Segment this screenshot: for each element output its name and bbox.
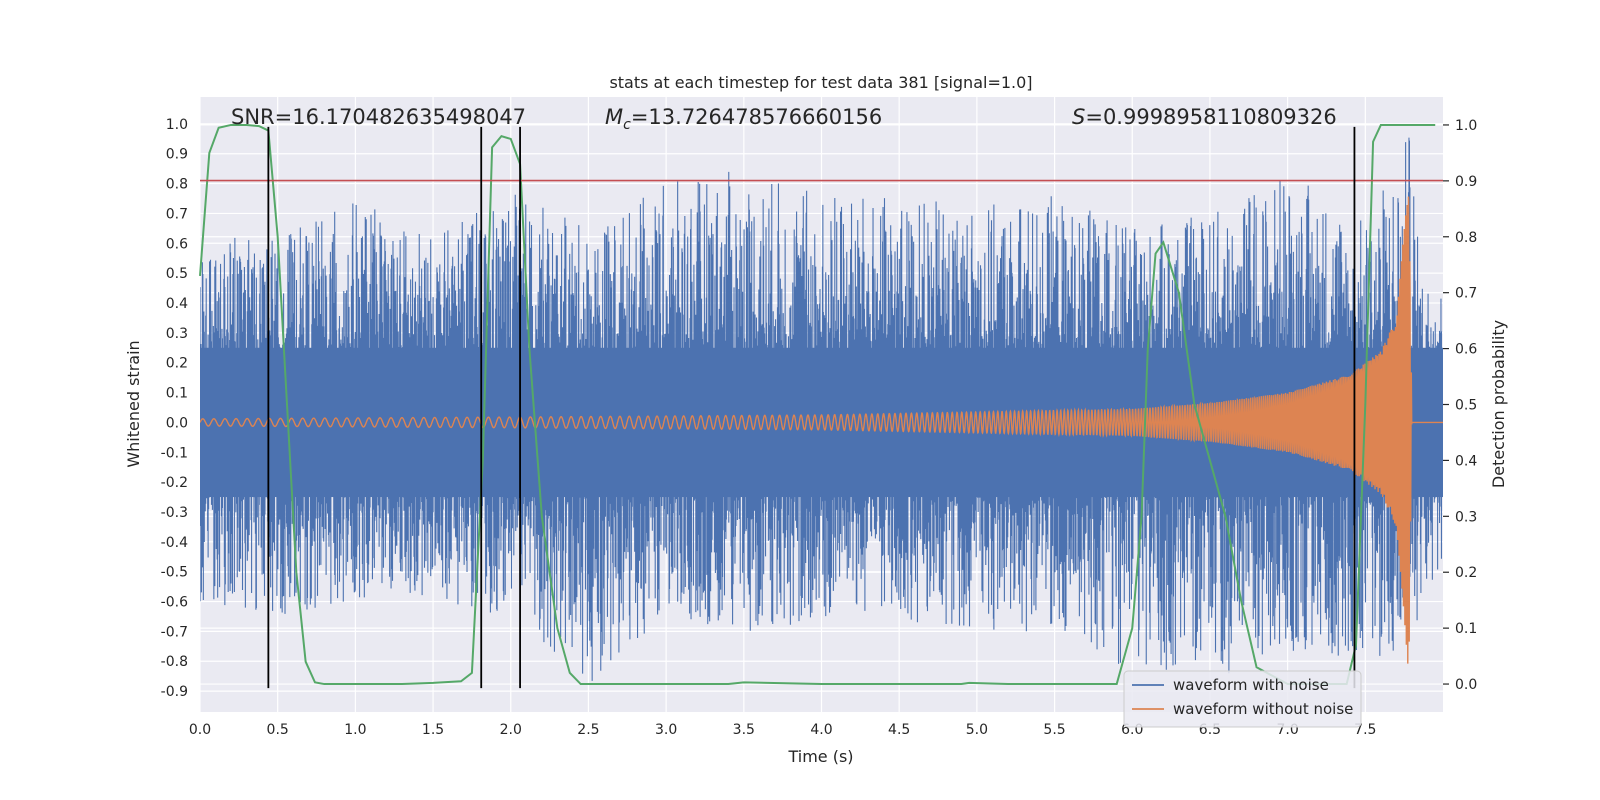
noise-waveform bbox=[200, 137, 1443, 681]
chirp-mass-annotation: Mc=13.726478576660156 bbox=[605, 105, 882, 133]
y2-tick-label: 0.7 bbox=[1455, 286, 1477, 302]
x-tick-label: 2.5 bbox=[577, 722, 599, 738]
y-tick-label: 0.2 bbox=[166, 356, 188, 372]
probability-line-group bbox=[199, 123, 1436, 686]
chirp-mass-value: =13.726478576660156 bbox=[631, 105, 882, 129]
y2-tick-label: 0.6 bbox=[1455, 342, 1477, 358]
y2-tick-label: 0.0 bbox=[1455, 677, 1477, 693]
x-tick-label: 5.5 bbox=[1043, 722, 1065, 738]
legend-label-noise: waveform with noise bbox=[1173, 676, 1329, 694]
y2-tick-label: 0.9 bbox=[1455, 174, 1477, 190]
y-tick-label: 1.0 bbox=[166, 117, 188, 133]
x-tick-label: 1.5 bbox=[422, 722, 444, 738]
s-symbol: S bbox=[1072, 105, 1085, 129]
y-tick-label: 0.4 bbox=[166, 296, 188, 312]
y-tick-label: -0.8 bbox=[161, 654, 188, 670]
y-tick-label: -0.1 bbox=[161, 445, 188, 461]
y-tick-label: 0.7 bbox=[166, 206, 188, 222]
y-tick-label: 0.9 bbox=[166, 147, 188, 163]
x-tick-label: 0.0 bbox=[189, 722, 211, 738]
y2-tick-label: 0.3 bbox=[1455, 509, 1477, 525]
y-tick-label: -0.2 bbox=[161, 475, 188, 491]
y-tick-label: -0.7 bbox=[161, 624, 188, 640]
legend: waveform with noise waveform without noi… bbox=[1123, 670, 1362, 728]
x-tick-label: 4.0 bbox=[810, 722, 832, 738]
y-tick-label: -0.5 bbox=[161, 565, 188, 581]
y-tick-label: -0.6 bbox=[161, 595, 188, 611]
y-tick-label: 0.5 bbox=[166, 266, 188, 282]
y2-tick-label: 1.0 bbox=[1455, 118, 1477, 134]
y-axis-label: Whitened strain bbox=[124, 340, 143, 467]
y-tick-label: -0.9 bbox=[161, 684, 188, 700]
x-tick-label: 5.0 bbox=[966, 722, 988, 738]
clean-waveform-path bbox=[200, 196, 1443, 664]
x-tick-label: 3.5 bbox=[733, 722, 755, 738]
s-annotation: S=0.9998958110809326 bbox=[1072, 105, 1337, 129]
chart-title: stats at each timestep for test data 381… bbox=[609, 73, 1032, 92]
y2-tick-label: 0.5 bbox=[1455, 398, 1477, 414]
x-tick-label: 2.0 bbox=[500, 722, 522, 738]
y2-tick-label: 0.1 bbox=[1455, 621, 1477, 637]
legend-box bbox=[1123, 670, 1362, 728]
y-tick-label: 0.8 bbox=[166, 177, 188, 193]
snr-annotation: SNR=16.170482635498047 bbox=[231, 105, 526, 129]
clean-waveform bbox=[200, 196, 1443, 664]
legend-label-clean: waveform without noise bbox=[1173, 700, 1353, 718]
x-tick-label: 1.0 bbox=[344, 722, 366, 738]
chirp-mass-subscript: c bbox=[623, 117, 631, 133]
chirp-mass-symbol: M bbox=[605, 105, 623, 129]
y-tick-label: -0.4 bbox=[161, 535, 188, 551]
reference-lines bbox=[200, 126, 1443, 689]
y2-axis-label: Detection probability bbox=[1489, 320, 1508, 488]
y-tick-label: 0.0 bbox=[166, 415, 188, 431]
probability-line bbox=[199, 123, 1436, 686]
x-tick-label: 3.0 bbox=[655, 722, 677, 738]
y-tick-label: 0.6 bbox=[166, 236, 188, 252]
y-tick-label: -0.3 bbox=[161, 505, 188, 521]
y-tick-label: 0.1 bbox=[166, 386, 188, 402]
y2-tick-label: 0.8 bbox=[1455, 230, 1477, 246]
s-value: =0.9998958110809326 bbox=[1085, 105, 1336, 129]
y-tick-label: 0.3 bbox=[166, 326, 188, 342]
y2-tick-label: 0.4 bbox=[1455, 453, 1477, 469]
x-axis-label: Time (s) bbox=[787, 747, 853, 766]
y2-tick-label: 0.2 bbox=[1455, 565, 1477, 581]
x-tick-label: 0.5 bbox=[267, 722, 289, 738]
x-tick-label: 4.5 bbox=[888, 722, 910, 738]
